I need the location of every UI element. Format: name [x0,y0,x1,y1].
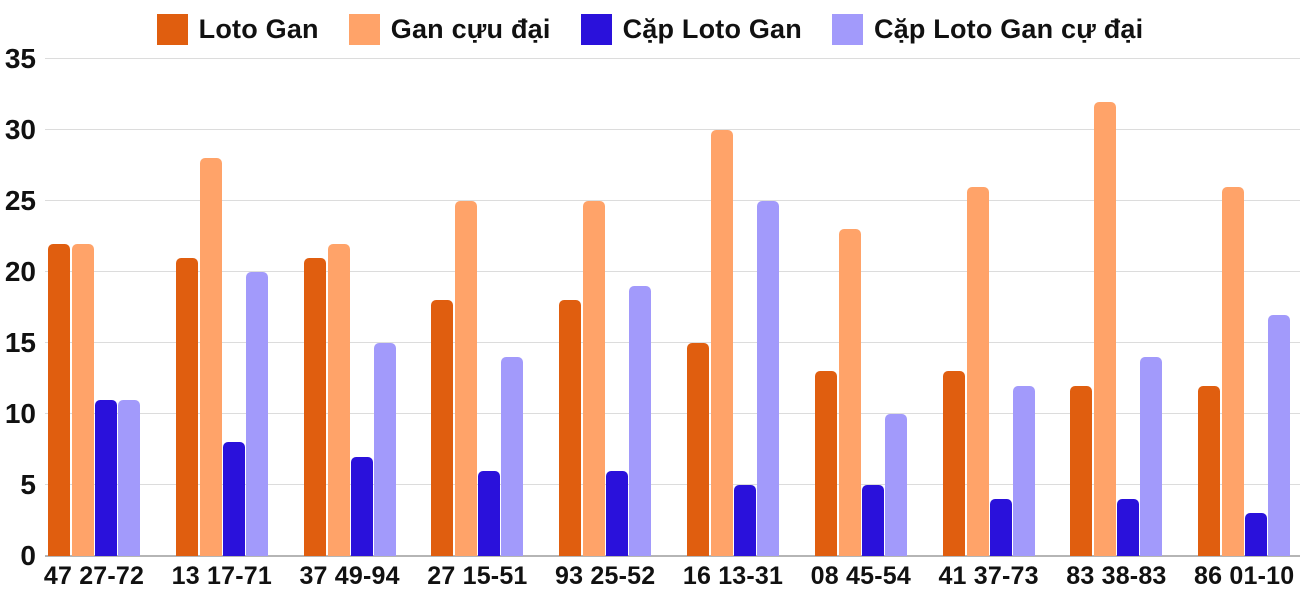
bar-series3-group7[interactable] [861,485,884,556]
x-tick-label: 16 13-31 [682,562,784,590]
bar-series1-group3[interactable] [303,257,326,556]
bar-group-7 [814,59,908,556]
legend-label: Cặp Loto Gan [622,13,802,44]
bar-series4-group5[interactable] [629,286,652,556]
bar-series2-group9[interactable] [1094,101,1117,556]
bar-series1-group8[interactable] [942,371,965,556]
bar-series3-group2[interactable] [222,442,245,556]
legend-label: Gan cựu đại [390,13,551,44]
x-tick-label: 37 49-94 [299,562,400,590]
bar-series3-group1[interactable] [95,399,117,556]
bar-series3-group10[interactable] [1245,513,1268,556]
bar-series2-group6[interactable] [711,130,733,556]
bar-series1-group6[interactable] [687,343,709,556]
bar-series2-group7[interactable] [838,229,861,556]
legend-item-4: Cặp Loto Gan cự đại [831,13,1144,45]
x-tick-label: 41 37-73 [938,562,1039,590]
legend-swatch-icon [156,13,188,45]
bar-series4-group6[interactable] [757,201,779,556]
bar-group-6 [687,59,780,556]
gridline-y-15 [45,342,1300,343]
bar-series1-group9[interactable] [1070,385,1093,556]
legend-item-3: Cặp Loto Gan [580,13,802,45]
gridline-y-30 [45,129,1300,130]
y-tick-label: 15 [4,327,36,358]
y-tick-label: 30 [4,114,36,145]
bar-group-3 [303,59,397,556]
x-tick-label: 83 38-83 [1066,562,1167,590]
legend-item-1: Loto Gan [156,13,319,45]
legend-swatch-icon [831,13,863,45]
y-tick-label: 5 [20,469,36,500]
gridline-y-5 [45,484,1300,485]
bar-series4-group10[interactable] [1268,314,1291,556]
legend-item-2: Gan cựu đại [348,13,551,45]
gridline-y-35 [45,58,1300,59]
x-axis-baseline [45,555,1300,557]
bar-group-9 [1070,59,1163,556]
x-tick-label: 93 25-52 [555,562,656,590]
legend-label: Loto Gan [198,13,319,44]
x-tick-label: 08 45-54 [810,562,911,590]
y-tick-label: 0 [20,540,36,571]
x-tick-label: 47 27-72 [43,562,145,590]
bar-series2-group4[interactable] [455,201,478,556]
bar-series4-group1[interactable] [118,399,140,556]
y-tick-label: 10 [4,398,36,429]
plot-area [45,58,1300,557]
bar-series2-group5[interactable] [583,201,606,556]
bar-series4-group7[interactable] [884,414,907,556]
bar-series3-group3[interactable] [350,456,373,556]
gridline-y-20 [45,271,1300,272]
bar-series2-group2[interactable] [199,158,222,556]
y-tick-label: 25 [4,185,36,216]
bar-group-4 [431,59,524,556]
bar-series4-group2[interactable] [245,272,268,556]
x-tick-label: 27 15-51 [427,562,528,590]
bar-series4-group9[interactable] [1140,357,1163,556]
bar-series2-group10[interactable] [1222,186,1245,556]
gridline-y-10 [45,413,1300,414]
legend-swatch-icon [580,13,612,45]
bar-series3-group8[interactable] [989,499,1012,556]
bar-series2-group1[interactable] [72,243,94,556]
x-axis-labels: 47 27-72 13 17-71 37 49-94 27 15-51 93 25-52… [44,562,1300,596]
bar-series2-group3[interactable] [327,243,350,556]
bar-group-10 [1198,59,1291,556]
bar-series3-group4[interactable] [478,470,501,556]
bar-series3-group6[interactable] [734,485,756,556]
bar-group-1 [48,59,141,556]
y-tick-label: 20 [4,256,36,287]
bar-series4-group4[interactable] [501,357,524,556]
bar-group-2 [175,59,269,556]
y-tick-label: 35 [4,43,36,74]
bar-series4-group8[interactable] [1012,385,1035,556]
bar-series1-group4[interactable] [431,300,454,556]
legend-label: Cặp Loto Gan cự đại [873,13,1144,44]
bar-series1-group5[interactable] [559,300,582,556]
bar-series3-group9[interactable] [1117,499,1140,556]
x-tick-label: 13 17-71 [171,562,272,590]
bar-group-8 [942,59,1036,556]
bar-series1-group1[interactable] [48,243,70,556]
bar-series4-group3[interactable] [373,343,396,556]
legend-swatch-icon [348,13,380,45]
x-tick-label: 86 01-10 [1194,562,1295,590]
bar-series1-group10[interactable] [1198,385,1221,556]
gridline-y-25 [45,200,1300,201]
y-axis: 0 5 10 15 20 25 30 35 [0,44,38,571]
bar-series2-group8[interactable] [966,186,989,556]
chart-legend: Loto Gan Gan cựu đại Cặp Loto Gan Cặp Loto … [0,8,1300,50]
bar-series1-group7[interactable] [814,371,837,556]
bar-series1-group2[interactable] [175,257,198,556]
bar-group-5 [559,59,652,556]
bar-series3-group5[interactable] [606,470,629,556]
